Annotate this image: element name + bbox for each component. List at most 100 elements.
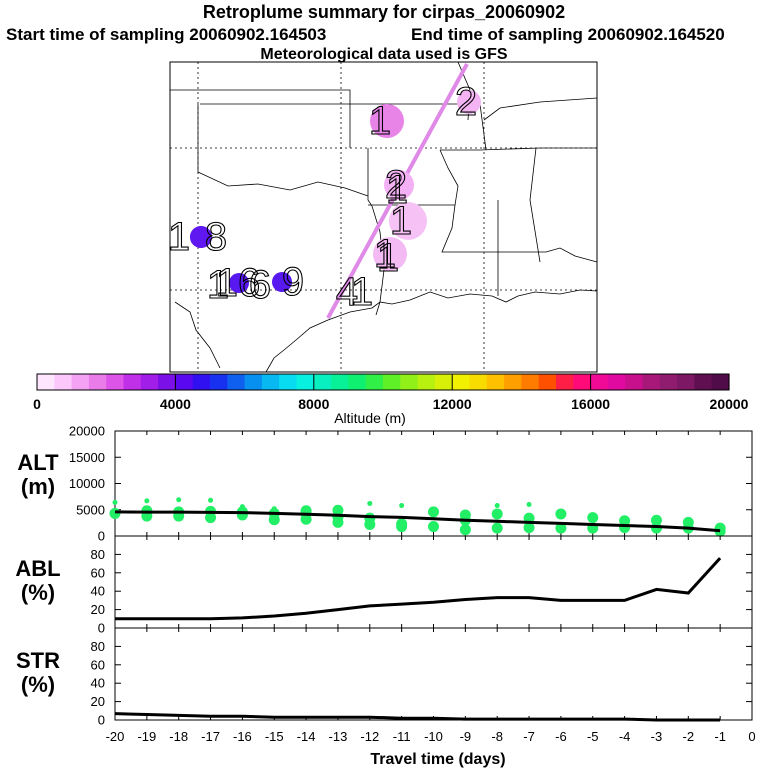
colorbar-segment [521,374,540,390]
colorbar-segment [504,374,522,390]
y-tick-label: 60 [91,565,105,580]
colorbar-segment [452,374,471,390]
altitude-point [332,516,344,528]
colorbar-segment [313,374,332,390]
colorbar-segment [677,374,695,390]
colorbar-segment [556,374,574,390]
panel-ylabel-name: ABL [15,556,60,581]
colorbar-segment [37,374,55,390]
x-tick-label: -11 [393,729,411,744]
colorbar-segment [486,374,505,390]
panel-frame [114,627,753,721]
colorbar-segment [192,374,211,390]
start-time-label: Start time of sampling 20060902.164503 [6,25,327,44]
x-tick-label: -15 [265,729,284,744]
plume-count-label: 1 [351,270,373,314]
colorbar-segment [694,374,713,390]
x-tick-label: -10 [424,729,443,744]
x-tick-label: -18 [169,729,188,744]
colorbar-tick-label: 0 [33,396,41,412]
panel-ylabel-unit: (%) [21,580,55,605]
x-tick-label: -3 [651,729,663,744]
plume-count-label: 2 [455,80,477,124]
altitude-point [587,512,599,524]
colorbar-segment [296,374,315,390]
x-tick-label: -6 [555,729,567,744]
end-time-label: End time of sampling 20060902.164520 [411,25,725,44]
colorbar-segment [642,374,661,390]
colorbar-tick-label: 16000 [571,396,610,412]
y-tick-label: 20 [91,602,105,617]
colorbar-label: Altitude (m) [334,410,406,426]
plume-count-label: 16 [216,261,261,305]
colorbar-segment [123,374,142,390]
plume-marker-circle [389,202,427,240]
altitude-point [428,521,439,533]
altitude-point [367,500,373,506]
x-tick-label: -12 [360,729,379,744]
altitude-point [619,522,631,534]
colorbar-segment [348,374,367,390]
altitude-point [555,522,567,534]
colorbar-segment [400,374,419,390]
x-tick-label: -5 [587,729,599,744]
altitude-point [112,499,118,505]
x-tick-label: -20 [106,729,125,744]
state-border [170,89,480,105]
time-series-panels: 05000100001500020000ALT(m)020406080ABL(%… [15,424,755,768]
border-mexico [174,301,221,369]
altitude-point [300,513,312,525]
plume-count-label: 6 [249,263,271,307]
altitude-colorbar: 0 4000 8000 12000 16000 20000 Altitude (m) [33,373,749,426]
panel-ylabel-unit: (m) [21,474,55,499]
plume-count-label: 1 [374,232,396,276]
plume-marker-circle [384,170,414,200]
colorbar-tick-label: 20000 [710,396,749,412]
panel-ylabel-name: ALT [17,450,59,475]
colorbar-segment [365,374,384,390]
colorbar-segment [244,374,263,390]
altitude-point [268,514,280,526]
plume-count-label: 1 [207,263,229,307]
y-tick-label: 40 [91,584,105,599]
x-tick-label: -1 [714,729,726,744]
plume-count-label: 4 [336,270,358,314]
colorbar-segment [71,374,90,390]
altitude-median-line [114,510,721,533]
x-tick-label: -17 [201,729,220,744]
y-tick-label: 0 [98,621,105,636]
x-tick-label: -14 [297,729,316,744]
plume-marker-circle [370,104,404,138]
x-tick-label: -19 [137,729,156,744]
altitude-point [714,525,726,537]
colorbar-segment [54,374,73,390]
colorbar-segment [538,374,557,390]
plume-count-label: 1 [168,215,190,259]
altitude-point [494,503,500,509]
gulf-coastline [371,289,598,309]
plume-marker-circle [373,237,407,271]
altitude-point [459,524,471,536]
colorbar-tick-label: 4000 [160,396,191,412]
y-tick-label: 15000 [69,450,105,465]
plume-count-label: 9 [282,260,304,304]
y-tick-label: 60 [91,657,105,672]
altitude-point [523,522,535,534]
panel-str: 0 20 40 60 80 STR(%) [16,627,753,728]
altitude-point [399,503,405,509]
texas-coastline [265,307,373,373]
x-tick-label: -16 [233,729,252,744]
altitude-point [364,518,376,530]
colorbar-segment [279,374,298,390]
colorbar-segment [711,374,730,390]
plume-marker-circle [272,272,292,292]
altitude-point [205,512,217,524]
plume-marker-circle [190,226,212,248]
met-data-label: Meteorological data used is GFS [260,46,508,63]
x-tick-label: -4 [619,729,631,744]
altitude-point [491,508,503,520]
state-border [197,104,369,197]
